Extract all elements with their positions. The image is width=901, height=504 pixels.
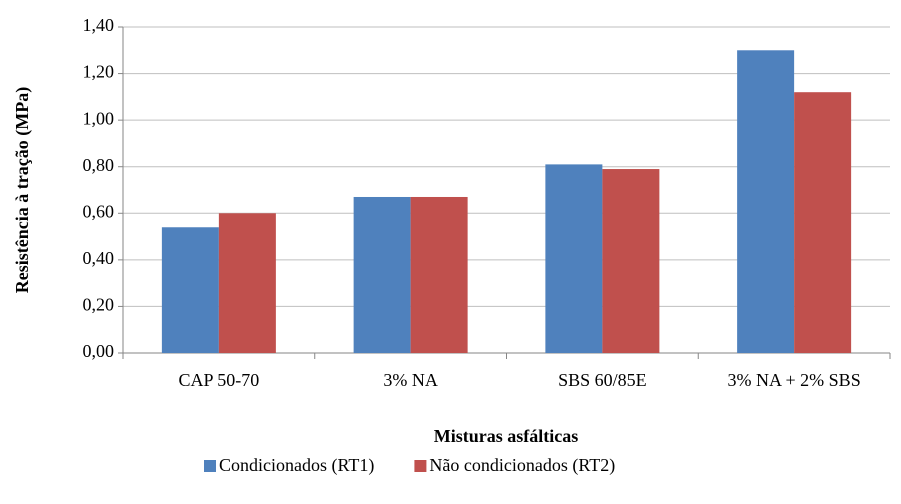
bar xyxy=(794,92,852,353)
y-tick-label: 0,60 xyxy=(83,201,115,221)
y-tick-label: 0,00 xyxy=(83,341,115,361)
legend-label: Condicionados (RT1) xyxy=(219,455,374,476)
bar xyxy=(218,213,276,353)
x-tick-label: 3% NA xyxy=(383,370,438,390)
y-tick-label: 1,40 xyxy=(83,15,115,35)
y-tick-label: 1,20 xyxy=(83,62,115,82)
y-tick-label: 0,20 xyxy=(83,295,115,315)
bar xyxy=(737,50,795,354)
x-tick-label: 3% NA + 2% SBS xyxy=(727,370,861,390)
x-tick-label: CAP 50-70 xyxy=(178,370,260,390)
x-tick-label: SBS 60/85E xyxy=(558,370,647,390)
bar xyxy=(353,196,411,353)
bar xyxy=(545,164,603,353)
legend-swatch xyxy=(414,460,427,472)
legend-swatch xyxy=(204,460,216,472)
y-tick-label: 1,00 xyxy=(83,108,115,128)
bar xyxy=(161,227,219,353)
x-axis-title: Misturas asfálticas xyxy=(434,426,578,446)
y-axis-title: Resistência à tração (MPa) xyxy=(12,87,33,293)
y-tick-label: 0,80 xyxy=(83,155,115,175)
y-tick-label: 0,40 xyxy=(83,248,115,268)
bar xyxy=(602,169,660,353)
legend-label: Não condicionados (RT2) xyxy=(429,455,615,476)
bar xyxy=(410,196,468,353)
